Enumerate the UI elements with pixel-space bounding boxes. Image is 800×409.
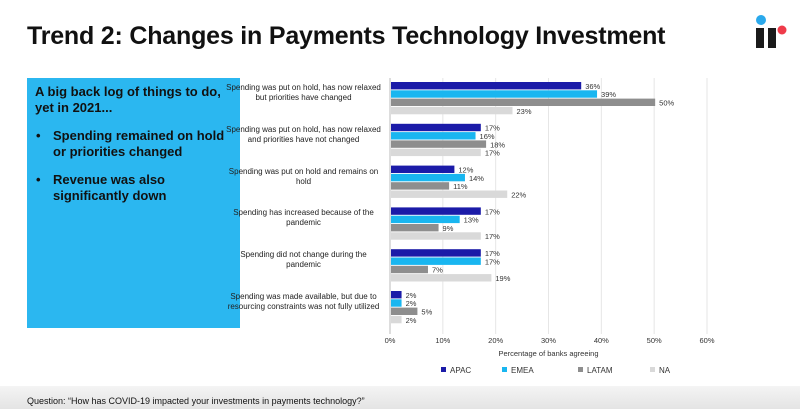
x-tick-label: 60% bbox=[699, 336, 714, 345]
data-label: 17% bbox=[485, 257, 500, 266]
data-label: 11% bbox=[453, 182, 468, 191]
data-label: 17% bbox=[485, 249, 500, 258]
data-label: 18% bbox=[490, 140, 505, 149]
data-label: 9% bbox=[443, 224, 454, 233]
bar-emea bbox=[391, 299, 402, 307]
bar-emea bbox=[391, 90, 598, 98]
data-label: 14% bbox=[469, 174, 484, 183]
legend-label: APAC bbox=[450, 366, 471, 375]
x-tick-label: 10% bbox=[435, 336, 450, 345]
bar-na bbox=[391, 148, 481, 157]
bar-apac bbox=[391, 291, 402, 299]
data-label: 13% bbox=[464, 216, 479, 225]
page-title: Trend 2: Changes in Payments Technology … bbox=[27, 22, 666, 50]
x-tick-label: 0% bbox=[385, 336, 396, 345]
x-tick-label: 40% bbox=[594, 336, 609, 345]
legend-label: EMEA bbox=[511, 366, 534, 375]
legend-swatch-apac bbox=[441, 367, 446, 372]
category-label: Spending did not change during the pande… bbox=[240, 250, 367, 270]
category-label: Spending was made available, but due to … bbox=[227, 292, 380, 311]
data-label: 23% bbox=[517, 107, 532, 116]
bar-na bbox=[391, 274, 492, 282]
data-label: 2% bbox=[406, 316, 417, 325]
bar-apac bbox=[391, 82, 582, 90]
data-label: 17% bbox=[485, 149, 500, 158]
bullet-item: Spending remained on hold or priorities … bbox=[36, 128, 232, 160]
data-label: 39% bbox=[601, 90, 616, 99]
bar-emea bbox=[391, 132, 476, 140]
bar-latam bbox=[391, 307, 418, 315]
category-label: Spending was put on hold, has now relaxe… bbox=[226, 83, 381, 102]
bar-latam bbox=[391, 140, 487, 148]
data-label: 16% bbox=[480, 132, 495, 141]
panel-heading: A big back log of things to do, yet in 2… bbox=[35, 84, 221, 115]
bar-na bbox=[391, 232, 481, 240]
legend-swatch-na bbox=[650, 367, 655, 372]
summary-panel: A big back log of things to do, yet in 2… bbox=[27, 78, 240, 328]
legend-label: LATAM bbox=[587, 366, 613, 375]
data-label: 7% bbox=[432, 266, 443, 275]
x-tick-label: 50% bbox=[647, 336, 662, 345]
survey-question: Question: “How has COVID-19 impacted you… bbox=[27, 396, 365, 406]
data-label: 17% bbox=[485, 124, 500, 133]
x-tick-label: 30% bbox=[541, 336, 556, 345]
bar-na bbox=[391, 315, 402, 324]
data-label: 12% bbox=[458, 166, 473, 175]
category-label: Spending has increased because of the pa… bbox=[233, 208, 374, 228]
data-label: 36% bbox=[585, 82, 600, 91]
bar-emea bbox=[391, 215, 460, 224]
bar-latam bbox=[391, 98, 656, 106]
legend-label: NA bbox=[659, 366, 671, 375]
data-label: 22% bbox=[511, 190, 526, 199]
x-axis-label: Percentage of banks agreeing bbox=[498, 349, 598, 358]
bar-emea bbox=[391, 173, 465, 182]
bullet-item: Revenue was also significantly down bbox=[36, 172, 232, 204]
bar-na bbox=[391, 106, 513, 115]
bar-apac bbox=[391, 165, 455, 173]
bar-apac bbox=[391, 123, 481, 132]
category-label: Spending was put on hold and remains on … bbox=[228, 166, 379, 186]
data-label: 2% bbox=[406, 291, 417, 300]
category-label: Spending was put on hold, has now relaxe… bbox=[226, 124, 381, 144]
bar-latam bbox=[391, 182, 450, 190]
ir-logo-icon bbox=[756, 15, 787, 48]
bar-latam bbox=[391, 265, 428, 274]
data-label: 17% bbox=[485, 232, 500, 241]
data-label: 5% bbox=[421, 308, 432, 317]
bar-chart: 0% 10% 20% 30% 40% 50% 60% Percentage of banks … bbox=[385, 78, 715, 375]
data-label: 19% bbox=[495, 274, 510, 283]
x-tick-label: 20% bbox=[488, 336, 503, 345]
bar-apac bbox=[391, 249, 481, 257]
bar-emea bbox=[391, 257, 481, 265]
bar-na bbox=[391, 190, 508, 198]
bar-apac bbox=[391, 207, 481, 215]
data-label: 50% bbox=[659, 99, 674, 108]
legend-swatch-latam bbox=[578, 367, 583, 372]
data-label: 17% bbox=[485, 207, 500, 216]
legend-swatch-emea bbox=[502, 367, 507, 372]
footer-bar bbox=[0, 386, 800, 409]
data-label: 2% bbox=[406, 299, 417, 308]
bar-latam bbox=[391, 224, 439, 232]
